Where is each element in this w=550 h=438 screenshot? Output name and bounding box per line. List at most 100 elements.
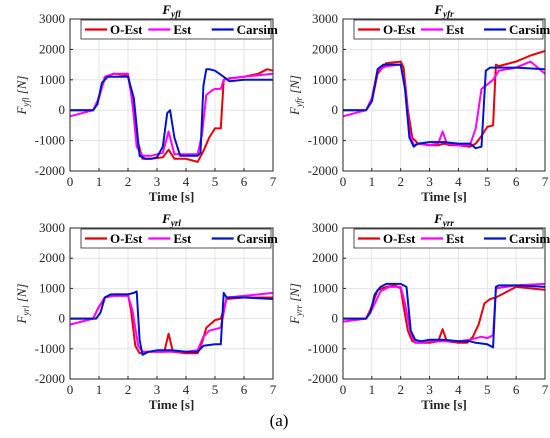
figure-caption: (a) [270, 411, 289, 430]
y-tick-label: 0 [59, 311, 66, 326]
x-tick-label: 0 [67, 382, 74, 397]
legend-box [353, 228, 544, 249]
x-tick-label: 3 [154, 382, 161, 397]
y-tick-label: 0 [332, 311, 339, 326]
y-tick-label: -1000 [308, 133, 338, 148]
legend: O-Est Est Carsim [353, 19, 550, 40]
legend-box [353, 19, 544, 40]
x-tick-label: 4 [455, 174, 462, 189]
x-tick-label: 5 [212, 174, 219, 189]
x-tick-label: 6 [513, 382, 520, 397]
series-line-carsim [70, 290, 274, 356]
x-tick-label: 7 [542, 174, 549, 189]
series-line-est [342, 60, 546, 147]
plot-area [343, 228, 545, 379]
x-tick-label: 0 [340, 382, 347, 397]
chart-panel-4: 0 1 2 3 4 5 6 7 -2000 -1000 0 1000 2000 3000 Fyrr Time … [287, 211, 550, 412]
legend-label-est: Est [173, 231, 192, 246]
x-tick-label: 6 [241, 382, 248, 397]
legend-label-o-est: O-Est [110, 22, 143, 37]
y-tick-label: -2000 [35, 371, 65, 386]
x-axis-label: Time [s] [149, 397, 195, 412]
legend-label-o-est: O-Est [383, 231, 416, 246]
y-tick-label: 1000 [39, 280, 65, 295]
legend: O-Est Est Carsim [80, 19, 278, 40]
x-tick-label: 2 [397, 174, 404, 189]
y-tick-label: 2000 [39, 250, 65, 265]
x-axis-label: Time [s] [149, 189, 195, 204]
x-tick-label: 1 [369, 174, 376, 189]
axes-frame [342, 227, 546, 380]
x-tick-label: 3 [426, 382, 433, 397]
y-axis-label: Fyrl [N] [14, 284, 31, 325]
x-tick-label: 7 [270, 174, 277, 189]
legend-label-o-est: O-Est [110, 231, 143, 246]
y-tick-label: 3000 [312, 220, 338, 235]
chart-title: Fyfr [433, 2, 454, 19]
y-tick-label: -1000 [35, 133, 65, 148]
series-line-o-est [343, 49, 546, 148]
y-tick-label: -1000 [308, 341, 338, 356]
legend-label-est: Est [173, 22, 192, 37]
plot-area [343, 19, 545, 171]
axes-frame [69, 18, 274, 172]
legend-box [80, 19, 272, 40]
y-tick-label: 3000 [39, 220, 65, 235]
x-tick-label: 5 [484, 382, 491, 397]
y-tick-label: 0 [332, 102, 339, 117]
legend: O-Est Est Carsim [80, 228, 278, 249]
series-line-est [69, 72, 274, 157]
legend-label-carsim: Carsim [237, 22, 278, 37]
series-line-carsim [343, 282, 546, 349]
x-tick-label: 7 [270, 382, 277, 397]
y-tick-label: -2000 [308, 163, 338, 178]
axes-frame [342, 18, 546, 172]
legend-label-carsim: Carsim [509, 231, 550, 246]
series-line-carsim [70, 68, 273, 160]
x-tick-label: 3 [426, 174, 433, 189]
x-axis-label: Time [s] [421, 189, 467, 204]
y-tick-label: 1000 [312, 72, 338, 87]
x-tick-label: 3 [154, 174, 161, 189]
x-tick-label: 0 [67, 174, 74, 189]
legend-label-carsim: Carsim [237, 231, 278, 246]
y-tick-label: 1000 [312, 280, 338, 295]
series-line-carsim [343, 63, 546, 150]
x-tick-label: 6 [241, 174, 248, 189]
y-tick-label: -1000 [35, 341, 65, 356]
legend-label-est: Est [446, 22, 465, 37]
x-tick-label: 0 [340, 174, 347, 189]
x-tick-label: 1 [369, 382, 376, 397]
legend: O-Est Est Carsim [353, 228, 550, 249]
chart-panel-1: 0 1 2 3 4 5 6 7 -2000 -1000 0 1000 2000 3000 Fyfl Time … [14, 2, 278, 204]
y-axis-label: Fyfl [N] [14, 76, 31, 116]
chart-panel-2: 0 1 2 3 4 5 6 7 -2000 -1000 0 1000 2000 3000 Fyfr Time … [287, 2, 550, 204]
chart-title: Fyfl [161, 2, 181, 19]
x-axis-label: Time [s] [421, 397, 467, 412]
x-tick-label: 2 [397, 382, 404, 397]
legend-label-carsim: Carsim [509, 22, 550, 37]
x-tick-label: 5 [484, 174, 491, 189]
y-tick-label: 2000 [312, 41, 338, 56]
y-tick-label: -2000 [35, 163, 65, 178]
y-tick-label: 3000 [39, 11, 65, 26]
y-axis-label: Fyrr [N] [287, 283, 304, 325]
y-tick-label: 2000 [312, 250, 338, 265]
y-tick-label: -2000 [308, 371, 338, 386]
y-axis-label: Fyfr [N] [287, 75, 304, 116]
x-tick-label: 4 [183, 174, 190, 189]
legend-box [80, 228, 272, 249]
x-tick-label: 1 [96, 174, 103, 189]
x-tick-label: 2 [125, 382, 132, 397]
x-tick-label: 4 [183, 382, 190, 397]
y-tick-label: 0 [59, 102, 66, 117]
y-tick-label: 3000 [312, 11, 338, 26]
x-tick-label: 5 [212, 382, 219, 397]
x-tick-label: 1 [96, 382, 103, 397]
x-tick-label: 6 [513, 174, 520, 189]
chart-panel-3: 0 1 2 3 4 5 6 7 -2000 -1000 0 1000 2000 3000 Fyrl Time … [14, 211, 278, 412]
y-tick-label: 2000 [39, 41, 65, 56]
chart-title: Fyrr [433, 211, 454, 228]
legend-label-est: Est [446, 231, 465, 246]
